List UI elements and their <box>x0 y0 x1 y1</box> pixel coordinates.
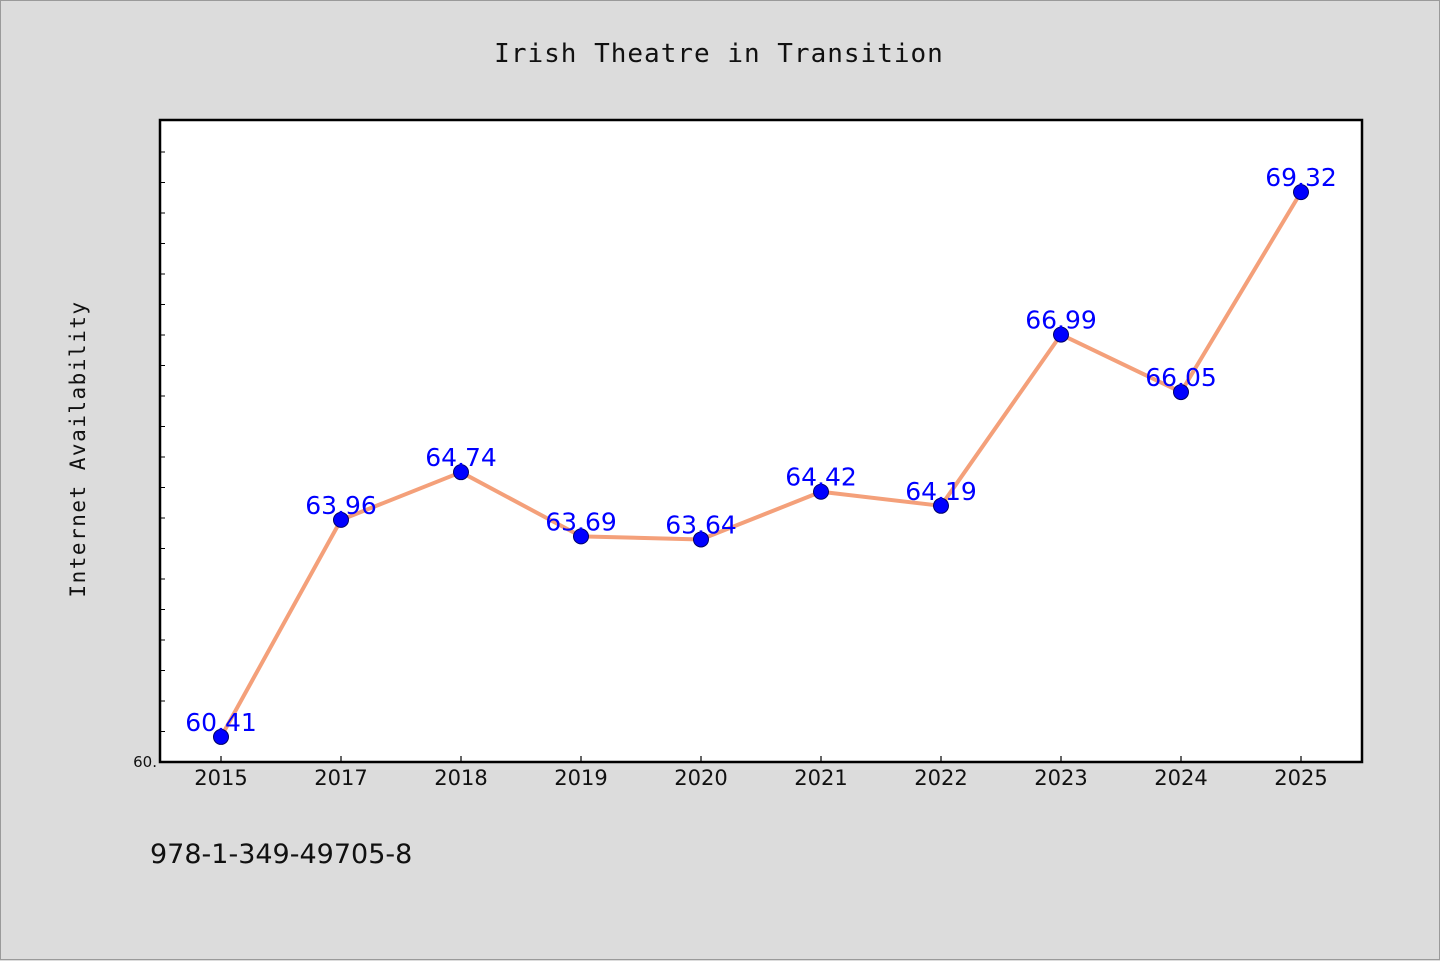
series-layer: 60.41 63.96 64.74 63.69 63.64 64.42 64.19 66.99… <box>185 163 1337 745</box>
data-label: 66.05 <box>1145 363 1217 392</box>
data-point <box>933 497 949 514</box>
x-tick-label: 2018 <box>434 766 487 790</box>
data-label: 66.99 <box>1025 306 1097 335</box>
data-point <box>573 528 589 545</box>
plot-area <box>160 120 1362 762</box>
data-point <box>1053 326 1069 343</box>
data-label: 64.74 <box>425 443 497 472</box>
x-tick-label: 2021 <box>794 766 847 790</box>
data-point <box>333 511 349 528</box>
data-label: 63.64 <box>665 510 737 539</box>
x-tick-label: 2015 <box>194 766 247 790</box>
x-tick-label: 2024 <box>1154 766 1207 790</box>
data-point <box>1293 184 1309 201</box>
data-point <box>813 483 829 500</box>
data-label: 69.32 <box>1265 163 1337 192</box>
plot-border <box>158 118 1364 764</box>
data-label: 63.96 <box>305 491 377 520</box>
data-label: 64.42 <box>785 463 857 492</box>
data-point <box>213 728 229 745</box>
isbn-footer: 978-1-349-49705-8 <box>150 839 412 870</box>
y-axis-label: Internet Availability <box>66 300 90 597</box>
series-line <box>219 191 1303 738</box>
data-label: 64.19 <box>905 477 977 506</box>
chart-title: Irish Theatre in Transition <box>494 39 944 69</box>
x-axis-ticks: 2015 2017 2018 2019 2020 2021 2022 2023 2024 2025 <box>194 756 1328 790</box>
data-label: 60.41 <box>185 708 257 737</box>
x-tick-label: 2023 <box>1034 766 1087 790</box>
y-tick-label: 60. <box>133 753 157 771</box>
x-tick-label: 2025 <box>1274 766 1327 790</box>
x-tick-label: 2019 <box>554 766 607 790</box>
data-point <box>693 531 709 548</box>
data-label: 63.69 <box>545 507 617 536</box>
data-point <box>453 464 469 481</box>
x-tick-label: 2022 <box>914 766 967 790</box>
x-tick-label: 2017 <box>314 766 367 790</box>
x-tick-label: 2020 <box>674 766 727 790</box>
data-point <box>1173 384 1189 401</box>
